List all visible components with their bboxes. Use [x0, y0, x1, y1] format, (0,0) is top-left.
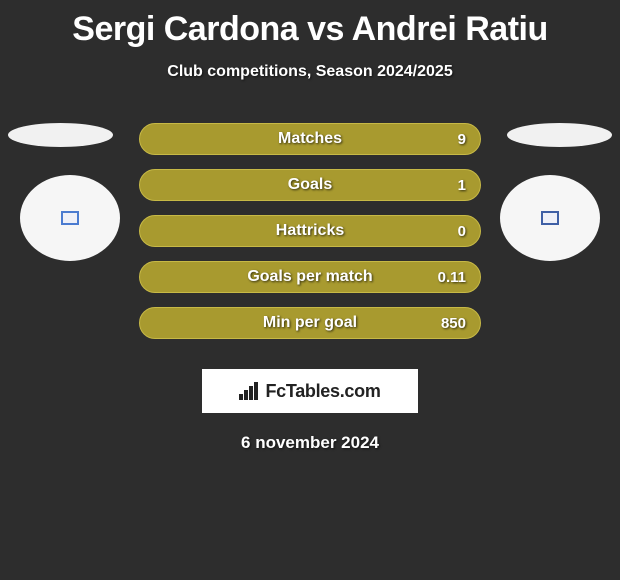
brand-text: FcTables.com: [265, 381, 380, 402]
subtitle: Club competitions, Season 2024/2025: [0, 63, 620, 81]
stat-bar: Goals per match 0.11: [139, 261, 481, 293]
stat-value: 1: [458, 177, 466, 194]
stat-label: Goals per match: [247, 268, 372, 286]
player-right-circle: [500, 175, 600, 261]
brand-box: FcTables.com: [202, 369, 418, 413]
bar-chart-icon: [239, 382, 261, 400]
stat-bar: Goals 1: [139, 169, 481, 201]
stat-label: Goals: [288, 176, 332, 194]
stats-bars: Matches 9 Goals 1 Hattricks 0 Goals per match 0…: [139, 123, 481, 339]
player-right-ellipse: [507, 123, 612, 147]
player-right-badge-icon: [541, 211, 559, 225]
stat-label: Hattricks: [276, 222, 344, 240]
stat-bar: Hattricks 0: [139, 215, 481, 247]
date-text: 6 november 2024: [0, 433, 620, 453]
player-left-badge-icon: [61, 211, 79, 225]
comparison-content: Matches 9 Goals 1 Hattricks 0 Goals per match 0…: [0, 123, 620, 453]
player-left-ellipse: [8, 123, 113, 147]
stat-label: Matches: [278, 130, 342, 148]
stat-bar: Min per goal 850: [139, 307, 481, 339]
stat-value: 0: [458, 223, 466, 240]
page-title: Sergi Cardona vs Andrei Ratiu: [0, 0, 620, 49]
stat-label: Min per goal: [263, 314, 357, 332]
stat-bar: Matches 9: [139, 123, 481, 155]
stat-value: 850: [441, 315, 466, 332]
stat-value: 9: [458, 131, 466, 148]
stat-value: 0.11: [438, 269, 466, 286]
player-left-circle: [20, 175, 120, 261]
